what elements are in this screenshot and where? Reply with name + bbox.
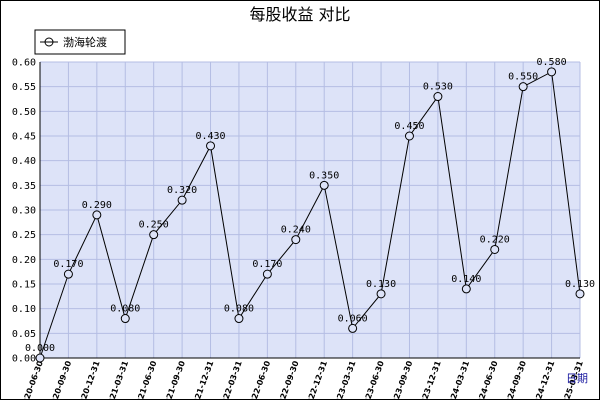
data-point xyxy=(35,353,45,363)
x-tick-label: 2022-06-30 xyxy=(246,359,272,400)
data-point xyxy=(433,92,443,102)
data-point xyxy=(376,289,386,299)
chart-title: 每股收益 对比 xyxy=(249,5,350,24)
data-label: 0.290 xyxy=(82,200,112,211)
x-tick-label: 2021-09-30 xyxy=(161,359,187,400)
x-tick-label: 2024-12-31 xyxy=(530,359,556,400)
y-tick-label: 0.60 xyxy=(12,58,36,69)
y-tick-label: 0.45 xyxy=(12,132,36,143)
y-tick-label: 0.05 xyxy=(12,329,36,340)
y-tick-label: 0.50 xyxy=(12,107,36,118)
data-point xyxy=(575,289,585,299)
data-point xyxy=(547,67,557,77)
data-point xyxy=(177,195,187,205)
data-label: 0.140 xyxy=(451,274,481,285)
data-label: 0.220 xyxy=(480,234,510,245)
plot-area: 0.00 0.05 0.10 0.15 0.20 0.25 0.30 0.35 0.40 0.45… xyxy=(12,57,595,400)
data-label: 0.320 xyxy=(167,185,197,196)
data-point xyxy=(404,131,414,141)
data-label: 0.130 xyxy=(565,279,595,290)
x-tick-label: 2023-03-31 xyxy=(332,359,358,400)
data-point xyxy=(206,141,216,151)
data-point xyxy=(262,269,272,279)
x-axis-unit: 日期 xyxy=(566,372,588,385)
data-label: 0.430 xyxy=(195,131,225,142)
x-tick-label: 2020-09-30 xyxy=(47,359,73,400)
x-tick-label: 2023-12-31 xyxy=(417,359,443,400)
series-line xyxy=(39,71,581,359)
x-tick-label: 2022-03-31 xyxy=(218,359,244,400)
legend: 渤海轮渡 xyxy=(34,29,126,55)
data-point xyxy=(63,269,73,279)
data-label: 0.580 xyxy=(537,57,567,68)
x-tick-label: 2024-06-30 xyxy=(474,359,500,400)
legend-marker xyxy=(44,37,54,47)
y-tick-label: 0.15 xyxy=(12,280,36,291)
x-tick-label: 2020-06-30 xyxy=(19,359,45,400)
y-tick-label: 0.00 xyxy=(12,354,36,365)
x-tick-label: 2022-12-31 xyxy=(303,359,329,400)
data-label: 0.080 xyxy=(110,304,140,315)
y-tick-label: 0.20 xyxy=(12,255,36,266)
x-tick-label: 2024-03-31 xyxy=(445,359,471,400)
data-point xyxy=(234,314,244,324)
legend-entry: 渤海轮渡 xyxy=(63,35,107,49)
x-tick-label: 2024-09-30 xyxy=(502,359,528,400)
data-point xyxy=(348,323,358,333)
y-tick-label: 0.35 xyxy=(12,181,36,192)
data-label: 0.170 xyxy=(53,259,83,270)
data-label: 0.530 xyxy=(423,82,453,93)
y-tick-label: 0.25 xyxy=(12,230,36,241)
data-label: 0.450 xyxy=(394,121,424,132)
y-tick-label: 0.40 xyxy=(12,156,36,167)
y-tick-label: 0.10 xyxy=(12,304,36,315)
x-tick-label: 2023-06-30 xyxy=(360,359,386,400)
data-point xyxy=(461,284,471,294)
data-point xyxy=(92,210,102,220)
data-label: 0.130 xyxy=(366,279,396,290)
x-tick-label: 2021-03-31 xyxy=(104,359,130,400)
data-label: 0.250 xyxy=(139,220,169,231)
x-tick-label: 2021-12-31 xyxy=(189,359,215,400)
y-tick-label: 0.55 xyxy=(12,82,36,93)
x-tick-label: 2021-06-30 xyxy=(133,359,159,400)
data-point xyxy=(149,230,159,240)
x-tick-label: 2020-12-31 xyxy=(76,359,102,400)
data-point xyxy=(319,180,329,190)
data-point xyxy=(518,82,528,92)
data-label: 0.350 xyxy=(309,170,339,181)
data-label: 0.550 xyxy=(508,72,538,83)
data-label: 0.240 xyxy=(281,225,311,236)
x-tick-label: 2022-09-30 xyxy=(275,359,301,400)
data-label: 0.060 xyxy=(338,313,368,324)
data-point xyxy=(291,235,301,245)
data-point xyxy=(120,314,130,324)
x-tick-label: 2023-09-30 xyxy=(388,359,414,400)
data-label: 0.170 xyxy=(252,259,282,270)
y-tick-label: 0.30 xyxy=(12,206,36,217)
data-point xyxy=(490,244,500,254)
data-label: 0.000 xyxy=(25,343,55,354)
data-label: 0.080 xyxy=(224,304,254,315)
